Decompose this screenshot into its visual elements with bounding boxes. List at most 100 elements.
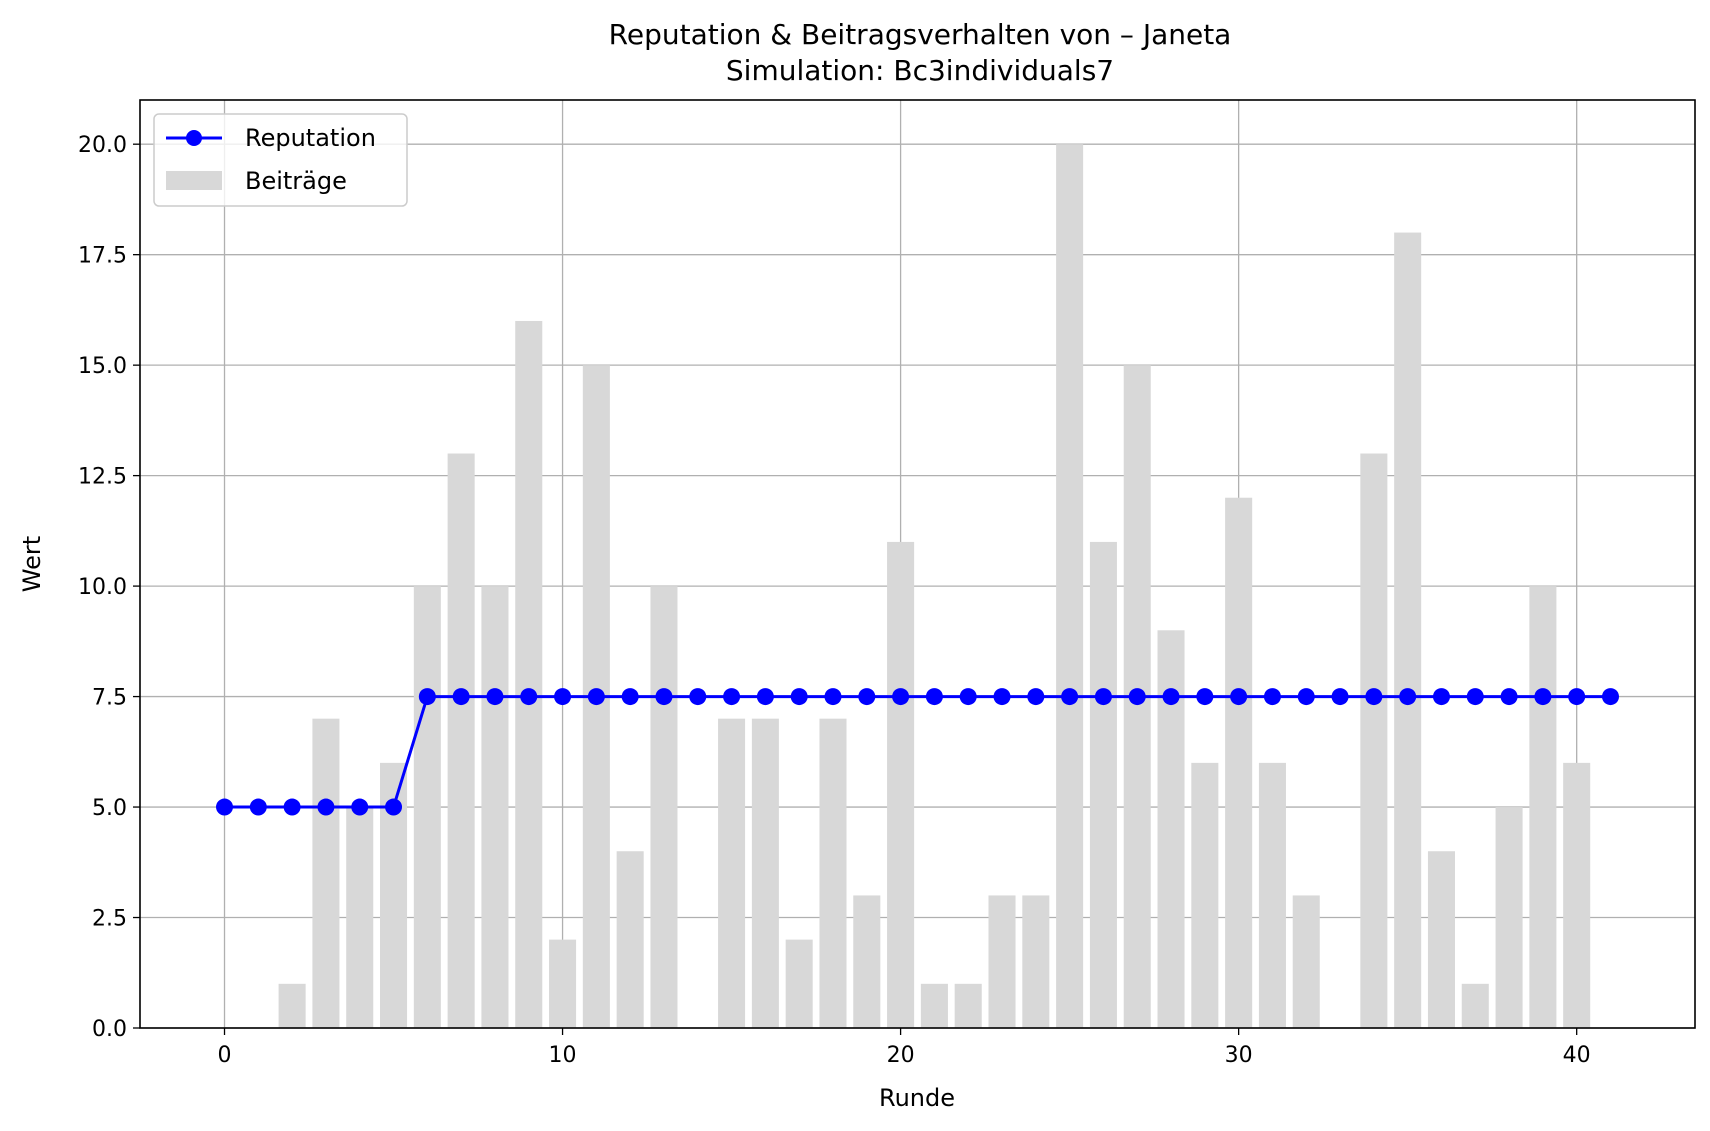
y-tick-label: 5.0 [92, 796, 127, 821]
reputation-point [587, 688, 605, 706]
reputation-point [1061, 688, 1079, 706]
contribution-bar [988, 895, 1016, 1028]
y-axis-label: Wert [18, 536, 46, 592]
contribution-bar [1191, 762, 1219, 1028]
contribution-bar [346, 807, 374, 1028]
legend: Reputation Beiträge [153, 113, 408, 207]
contribution-bar [718, 718, 746, 1028]
contribution-bar [1022, 895, 1050, 1028]
reputation-point [993, 688, 1011, 706]
reputation-point [317, 798, 335, 816]
contribution-bar [887, 541, 915, 1028]
x-tick-label: 40 [1563, 1043, 1591, 1068]
x-tick-label: 20 [887, 1043, 915, 1068]
x-tick-label: 30 [1225, 1043, 1253, 1068]
contribution-bar [785, 939, 813, 1028]
contribution-bar [616, 851, 644, 1028]
x-axis-label: Runde [879, 1084, 955, 1112]
reputation-point [249, 798, 267, 816]
reputation-point [1128, 688, 1146, 706]
contribution-bar [1563, 762, 1591, 1028]
plot-frame [139, 99, 1696, 1029]
contribution-bar [1427, 851, 1455, 1028]
contribution-bar [751, 718, 779, 1028]
reputation-point [1568, 688, 1586, 706]
contribution-bar [853, 895, 881, 1028]
reputation-point [385, 798, 403, 816]
contribution-bar [549, 939, 577, 1028]
y-tick-label: 7.5 [92, 686, 127, 711]
y-tick-label: 12.5 [78, 465, 127, 490]
contribution-bar [278, 983, 306, 1028]
contribution-bar [481, 586, 509, 1028]
y-axis-ticks: 0.0 2.5 5.0 7.5 10.0 12.5 15.0 17.5 20.0 [78, 133, 140, 1042]
contribution-bar [650, 586, 678, 1028]
reputation-point [486, 688, 504, 706]
contribution-bar [1225, 497, 1253, 1028]
legend-contributions-swatch [166, 171, 222, 190]
reputation-point [1263, 688, 1281, 706]
contribution-bar [1360, 453, 1388, 1028]
reputation-point [858, 688, 876, 706]
chart-title: Reputation & Beitragsverhalten von – Jan… [609, 18, 1232, 51]
reputation-point [1399, 688, 1417, 706]
contribution-bar [819, 718, 847, 1028]
x-tick-label: 0 [218, 1043, 232, 1068]
reputation-point [216, 798, 234, 816]
reputation-point [1094, 688, 1112, 706]
reputation-point [959, 688, 977, 706]
contribution-bar [1461, 983, 1489, 1028]
reputation-point [1027, 688, 1045, 706]
reputation-point [554, 688, 572, 706]
y-tick-label: 2.5 [92, 907, 127, 932]
reputation-point [655, 688, 673, 706]
reputation-point [1196, 688, 1214, 706]
contribution-bar [1258, 762, 1286, 1028]
reputation-point [790, 688, 808, 706]
legend-contributions-label: Beiträge [245, 167, 347, 195]
contribution-bar [1292, 895, 1320, 1028]
reputation-line-layer [216, 688, 1619, 816]
reputation-point [452, 688, 470, 706]
y-tick-label: 20.0 [78, 133, 127, 158]
reputation-point [520, 688, 538, 706]
contribution-bar [413, 586, 441, 1028]
contribution-bar [1089, 541, 1117, 1028]
contribution-bar [515, 320, 543, 1028]
reputation-point [283, 798, 301, 816]
chart-subtitle: Simulation: Bc3individuals7 [726, 54, 1114, 87]
reputation-point [1297, 688, 1315, 706]
reputation-point [925, 688, 943, 706]
contribution-bar [1056, 144, 1084, 1028]
reputation-point [824, 688, 842, 706]
reputation-point [1500, 688, 1518, 706]
legend-reputation-marker [186, 130, 202, 146]
contribution-bar [1394, 232, 1422, 1029]
reputation-point [621, 688, 639, 706]
reputation-point [418, 688, 436, 706]
contribution-bars [278, 144, 1591, 1029]
reputation-point [1230, 688, 1248, 706]
y-tick-label: 0.0 [92, 1017, 127, 1042]
x-axis-ticks: 0 10 20 30 40 [218, 1028, 1591, 1068]
contribution-bar [920, 983, 948, 1028]
reputation-point [1331, 688, 1349, 706]
reputation-point [723, 688, 741, 706]
reputation-point [351, 798, 369, 816]
contribution-bar [1529, 586, 1557, 1028]
reputation-point [1432, 688, 1450, 706]
reputation-point [1365, 688, 1383, 706]
legend-reputation-label: Reputation [245, 124, 376, 152]
reputation-point [1466, 688, 1484, 706]
reputation-point [1534, 688, 1552, 706]
reputation-point [689, 688, 707, 706]
y-tick-label: 10.0 [78, 575, 127, 600]
contribution-bar [1495, 807, 1523, 1028]
x-tick-label: 10 [549, 1043, 577, 1068]
contribution-bar [312, 718, 340, 1028]
reputation-point [756, 688, 774, 706]
y-tick-label: 17.5 [78, 244, 127, 269]
contribution-bar [447, 453, 475, 1028]
reputation-point [1601, 688, 1619, 706]
